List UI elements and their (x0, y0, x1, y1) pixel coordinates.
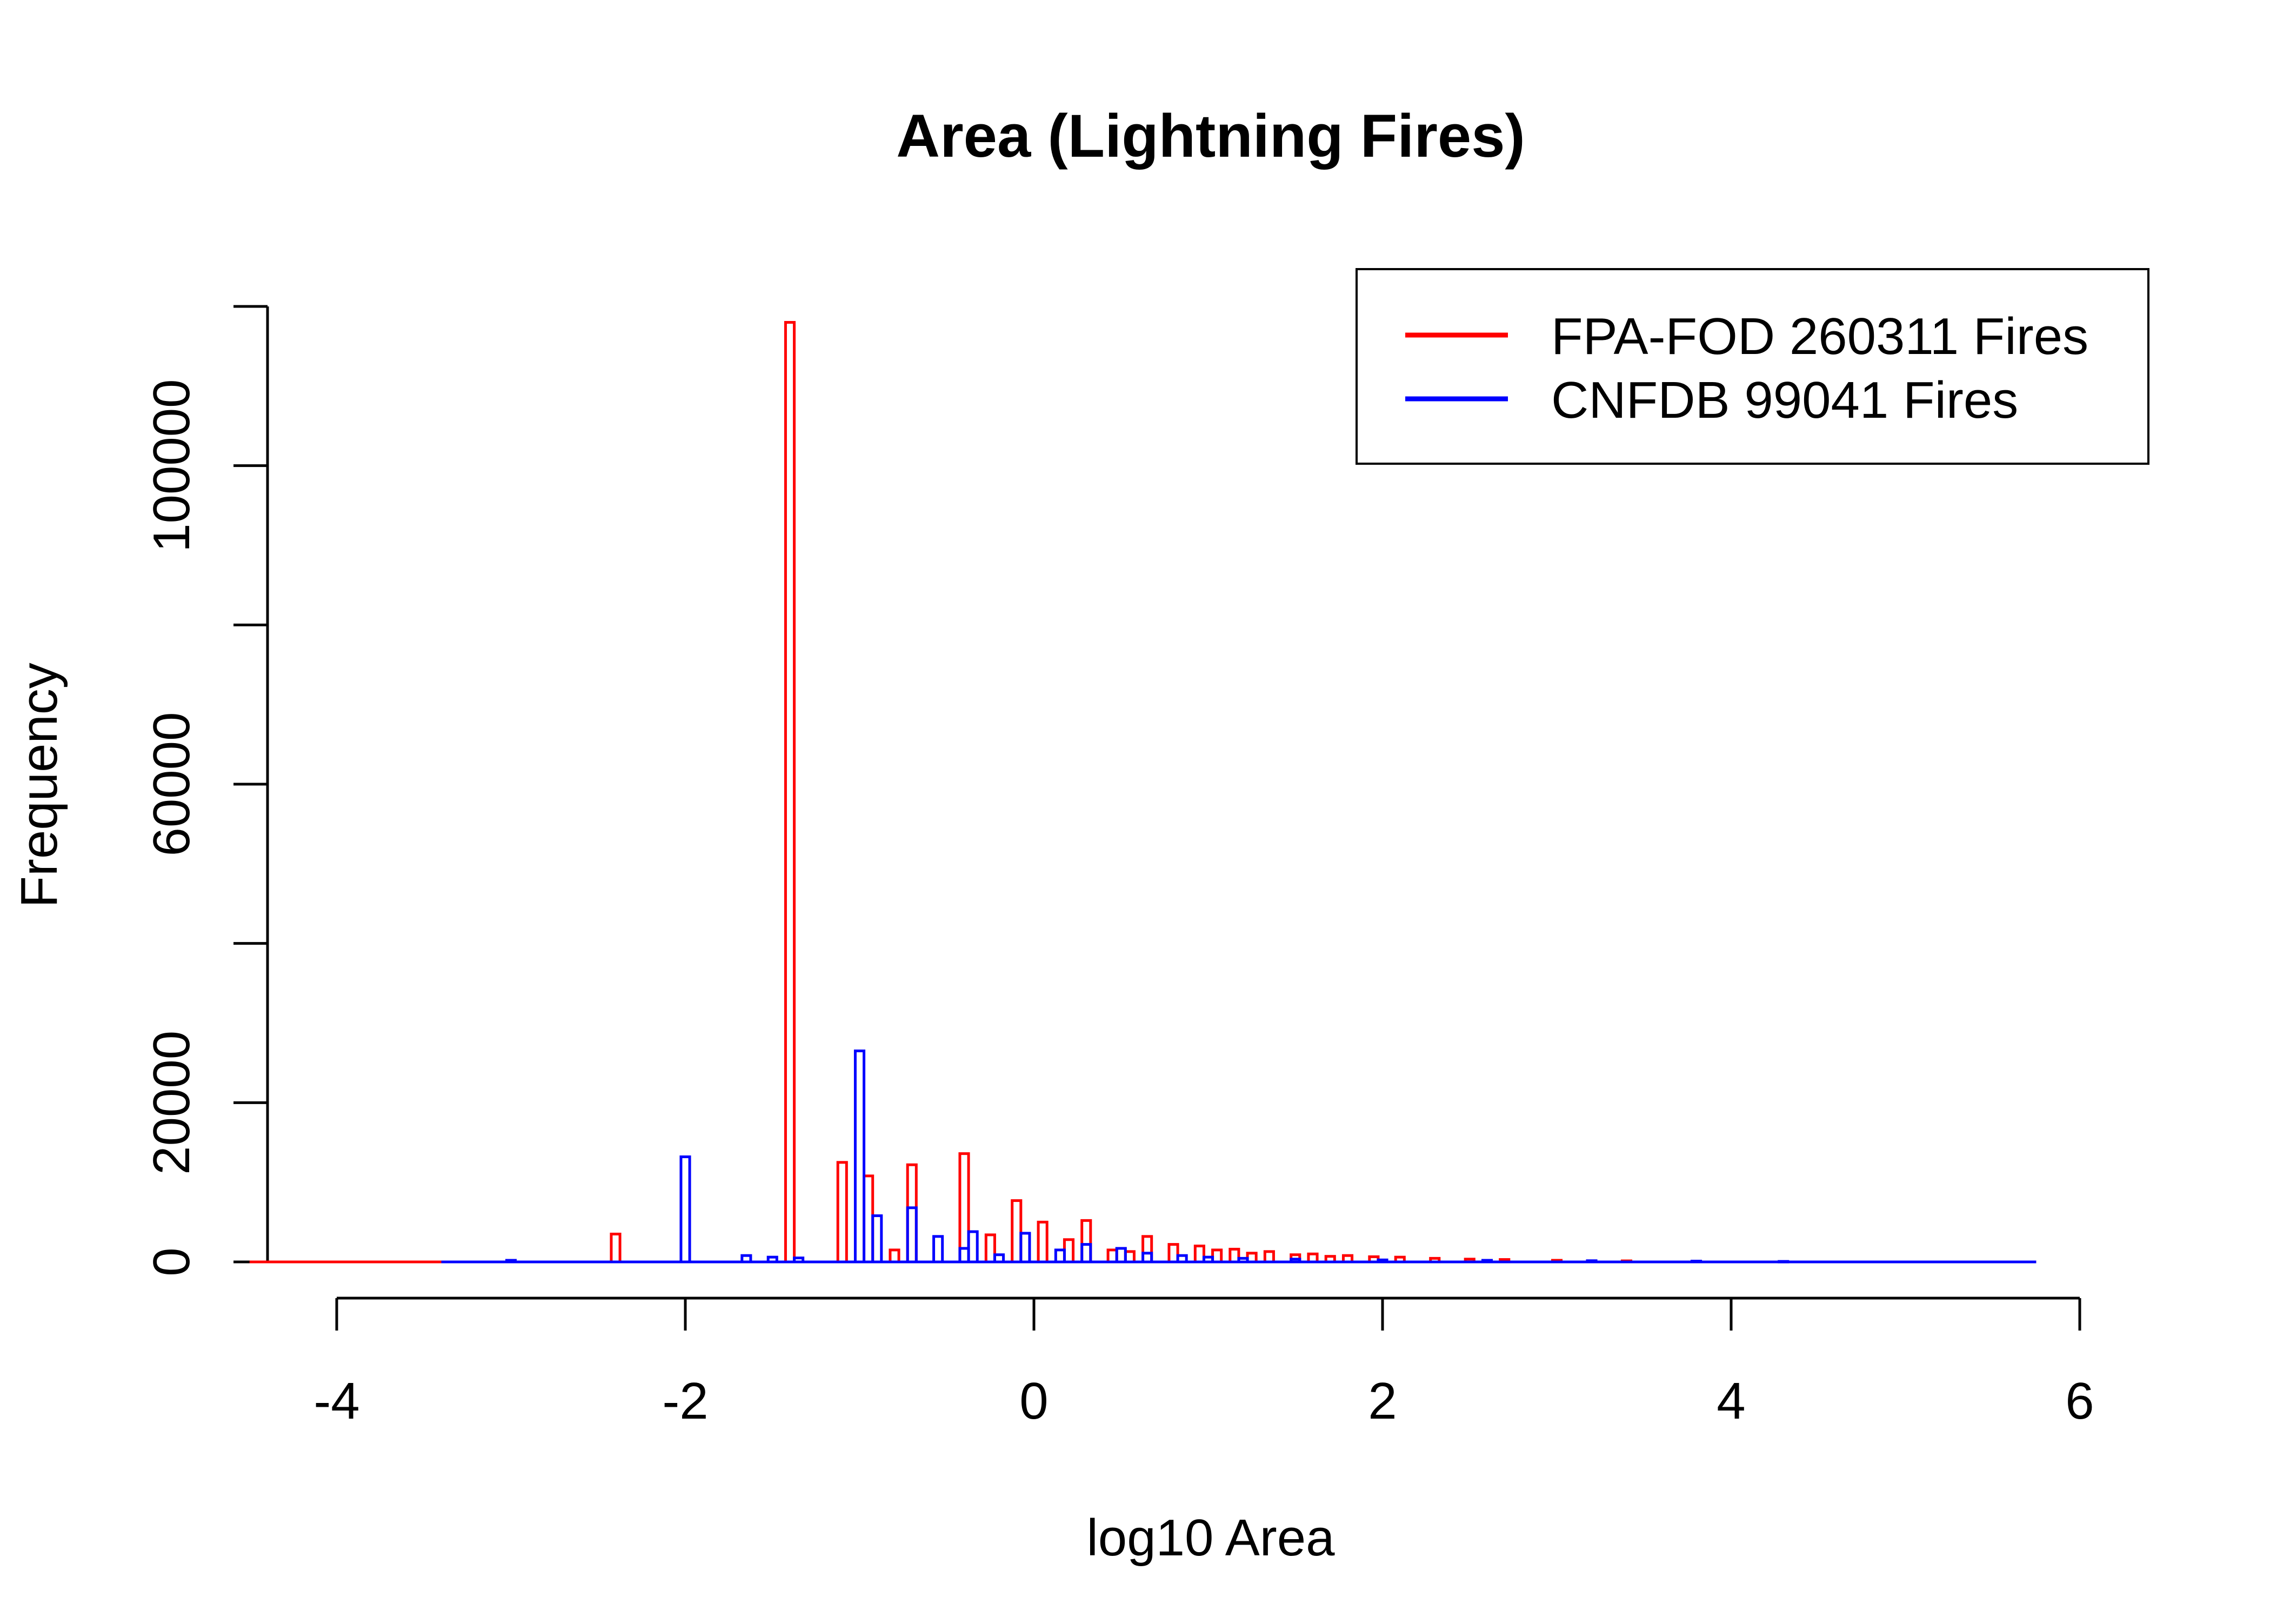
legend-label-cnfdb: CNFDB 99041 Fires (1551, 371, 2018, 429)
bar-1-24 (1690, 1260, 1702, 1264)
y-axis: 0 20000 60000 100000 (143, 305, 269, 1277)
bar-1-19 (1237, 1257, 1249, 1264)
legend-label-fpa-fod: FPA-FOD 260311 Fires (1551, 308, 2088, 365)
x-axis-label: log10 Area (1086, 1509, 1335, 1567)
chart-title: Area (Lightning Fires) (896, 102, 1525, 170)
y-axis-label: Frequency (10, 663, 68, 908)
bar-1-12 (1019, 1232, 1031, 1264)
bar-1-0 (505, 1259, 517, 1264)
bar-1-8 (932, 1235, 944, 1264)
bar-1-23 (1586, 1259, 1598, 1264)
bar-1-18 (1202, 1255, 1214, 1264)
bar-1-13 (1054, 1248, 1066, 1264)
bar-1-7 (906, 1206, 918, 1264)
bar-1-3 (766, 1255, 778, 1264)
bar-1-14 (1080, 1243, 1092, 1264)
bar-1-1 (679, 1155, 691, 1264)
bar-1-16 (1141, 1252, 1153, 1264)
x-tick-label-2: 0 (1019, 1372, 1048, 1430)
x-tick-label-0: -4 (313, 1372, 359, 1430)
bar-1-2 (740, 1254, 752, 1264)
bar-1-10 (967, 1230, 979, 1264)
bar-1-21 (1377, 1258, 1388, 1264)
legend: FPA-FOD 260311 Fires CNFDB 99041 Fires (1356, 268, 2149, 465)
x-tick-label-1: -2 (662, 1372, 708, 1430)
x-tick-label-5: 6 (2065, 1372, 2094, 1430)
y-tick-label-3: 60000 (143, 712, 201, 857)
series-1 (441, 1050, 2037, 1264)
bar-1-11 (993, 1253, 1005, 1264)
x-tick-label-4: 4 (1717, 1372, 1745, 1430)
x-tick-label-3: 2 (1368, 1372, 1397, 1430)
histogram-bars (249, 320, 2037, 1264)
y-tick-label-1: 20000 (143, 1031, 201, 1175)
bar-1-22 (1481, 1259, 1493, 1264)
y-tick-label-5: 100000 (143, 379, 201, 552)
y-tick-label-0: 0 (143, 1247, 201, 1276)
bar-1-25 (1778, 1260, 1790, 1264)
legend-box (1356, 268, 2149, 465)
bar-1-5 (853, 1050, 866, 1264)
bar-1-17 (1176, 1254, 1188, 1264)
bar-1-20 (1290, 1258, 1301, 1264)
bar-1-4 (793, 1257, 805, 1264)
bar-1-15 (1115, 1247, 1127, 1264)
x-axis: -4 -2 0 2 4 6 (313, 1296, 2094, 1430)
bar-1-6 (871, 1214, 883, 1264)
